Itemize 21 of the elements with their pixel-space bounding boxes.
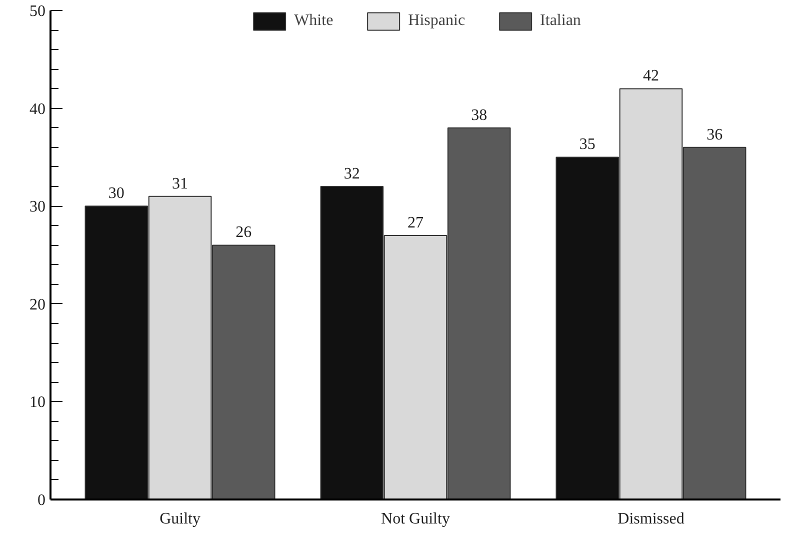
legend-label: Hispanic [408,12,466,30]
x-tick-label: Not Guilty [381,510,450,528]
x-tick-label: Dismissed [618,510,684,528]
y-tick-label: 20 [30,296,46,314]
y-tick-label: 0 [38,492,46,509]
data-label: 42 [642,68,659,85]
y-tick-label: 30 [30,198,46,216]
x-tick-label: Guilty [160,510,200,528]
legend-label: Italian [540,12,581,30]
y-tick-label: 40 [30,100,46,118]
data-label: 36 [706,126,723,144]
y-tick-label: 50 [30,3,46,20]
data-label: 26 [236,224,252,242]
y-tick-label: 10 [30,394,46,412]
data-label: 35 [579,136,596,154]
legend-label: White [294,12,334,30]
data-label: 30 [108,185,124,202]
data-label: 32 [344,166,360,183]
data-label: 31 [172,175,188,192]
data-label: 38 [471,106,488,124]
data-label: 27 [408,214,424,232]
